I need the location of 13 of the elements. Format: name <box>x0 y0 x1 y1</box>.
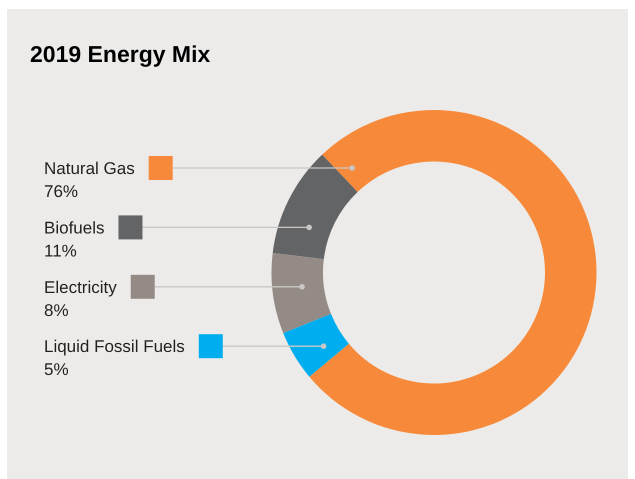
legend-label: Natural Gas <box>44 159 135 178</box>
donut-slice <box>309 110 596 435</box>
donut-slice <box>272 154 358 260</box>
data-label: 76% <box>44 182 78 201</box>
legend-label: Electricity <box>44 278 118 297</box>
donut-slice <box>283 314 349 377</box>
legend-label: Liquid Fossil Fuels <box>44 337 185 356</box>
data-label: 5% <box>44 360 69 380</box>
data-label: 8% <box>44 300 69 320</box>
chart-title: 2019 Energy Mix <box>30 41 210 67</box>
donut-slice <box>272 252 332 334</box>
legend-label: Biofuels <box>44 218 104 238</box>
data-label: 11% <box>44 241 77 260</box>
